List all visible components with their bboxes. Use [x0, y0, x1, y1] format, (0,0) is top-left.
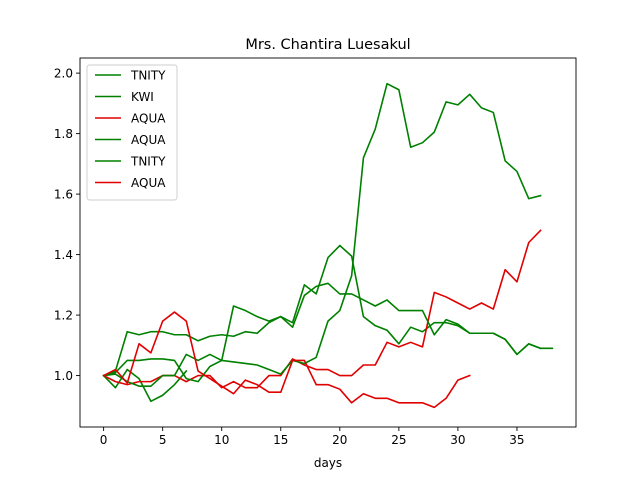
x-axis-label: days: [314, 456, 342, 470]
legend-label-4: AQUA: [131, 133, 166, 147]
x-tick-label: 35: [509, 433, 524, 447]
series-group: [102, 82, 554, 409]
y-tick-label: 2.0: [54, 66, 73, 80]
x-tick-label: 30: [450, 433, 465, 447]
axes-frame: [79, 57, 577, 428]
legend-label-6: AQUA: [131, 176, 166, 190]
series-line-4: [102, 82, 542, 383]
y-tick-label: 1.0: [54, 369, 73, 383]
y-tick-label: 1.8: [54, 127, 73, 141]
y-tick-label: 1.2: [54, 308, 73, 322]
series-line-5: [102, 282, 554, 387]
legend-label-3: AQUA: [131, 111, 166, 125]
legend-box: [86, 64, 178, 201]
y-tick-label: 1.6: [54, 187, 73, 201]
series-line-6: [102, 311, 471, 409]
plot-area: 0 5 10 15 20 25 30 35 1.0 1.2 1.4 1.6 1.8 2.0 TNITY KWI…: [54, 57, 577, 447]
x-tick-label: 10: [214, 433, 229, 447]
x-tick-label: 25: [391, 433, 406, 447]
legend-label-2: KWI: [131, 90, 154, 104]
series-line-2: [102, 368, 188, 403]
chart-title: Mrs. Chantira Luesakul: [245, 37, 410, 53]
x-tick-label: 0: [100, 433, 108, 447]
legend-label-5: TNITY: [130, 154, 166, 168]
legend-label-1: TNITY: [130, 68, 166, 82]
y-tick-label: 1.4: [54, 248, 73, 262]
x-tick-label: 20: [332, 433, 347, 447]
series-line-3: [102, 229, 542, 389]
x-tick-label: 5: [159, 433, 167, 447]
x-tick-label: 15: [273, 433, 288, 447]
